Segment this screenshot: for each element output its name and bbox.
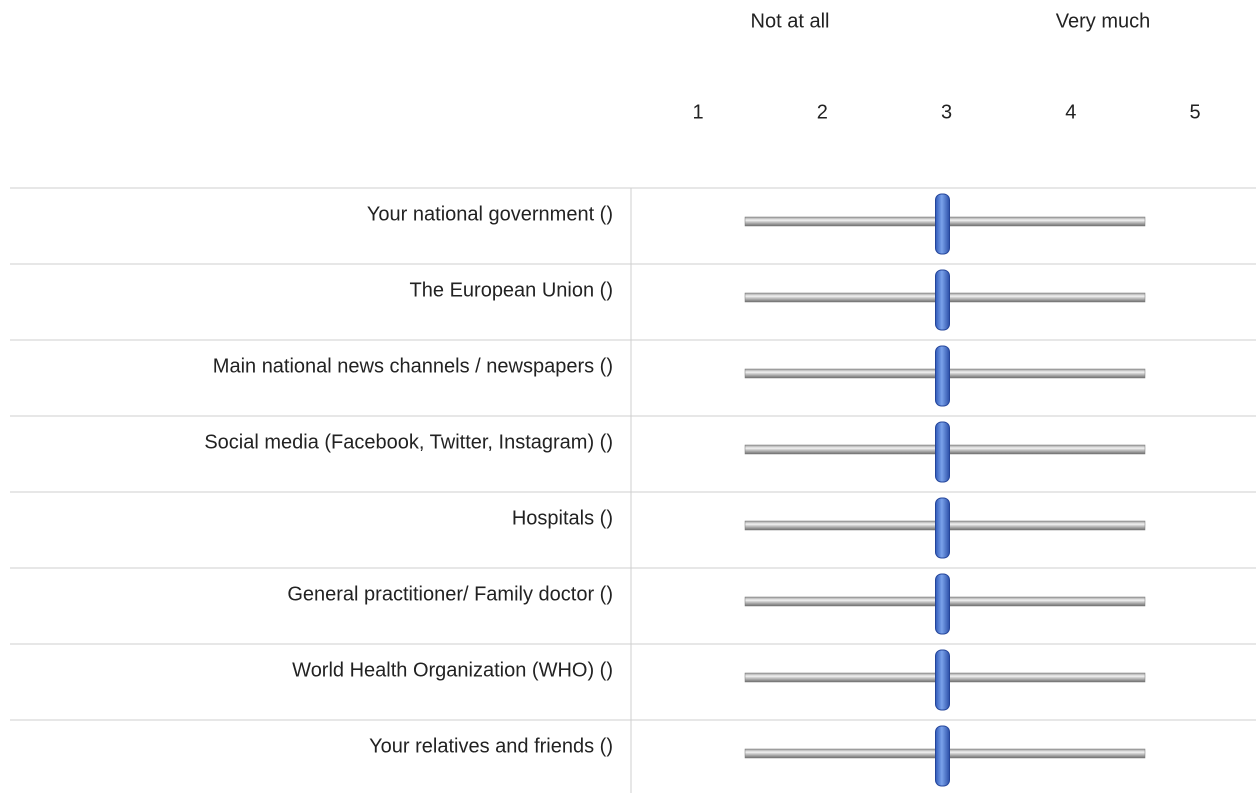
row-label: Hospitals () [512,507,613,529]
row-label: Social media (Facebook, Twitter, Instagr… [204,431,613,453]
row-label: Your relatives and friends () [369,735,613,757]
slider-thumb[interactable] [935,345,950,407]
row-label: General practitioner/ Family doctor () [287,583,613,605]
row-label: World Health Organization (WHO) () [292,659,613,681]
scale-point-label: 1 [692,101,703,123]
slider-thumb[interactable] [935,649,950,711]
slider-thumb[interactable] [935,269,950,331]
row-label: Main national news channels / newspapers… [213,355,613,377]
scale-point-label: 5 [1189,101,1200,123]
scale-point-label: 2 [817,101,828,123]
slider-thumb[interactable] [935,421,950,483]
scale-point-label: 4 [1065,101,1076,123]
row-label: The European Union () [410,279,613,301]
slider-thumb[interactable] [935,193,950,255]
row-label: Your national government () [367,203,613,225]
scale-point-label: 3 [941,101,952,123]
scale-max-label: Very much [1056,10,1150,32]
slider-thumb[interactable] [935,573,950,635]
slider-thumb[interactable] [935,725,950,787]
slider-thumb[interactable] [935,497,950,559]
scale-min-label: Not at all [751,10,830,32]
